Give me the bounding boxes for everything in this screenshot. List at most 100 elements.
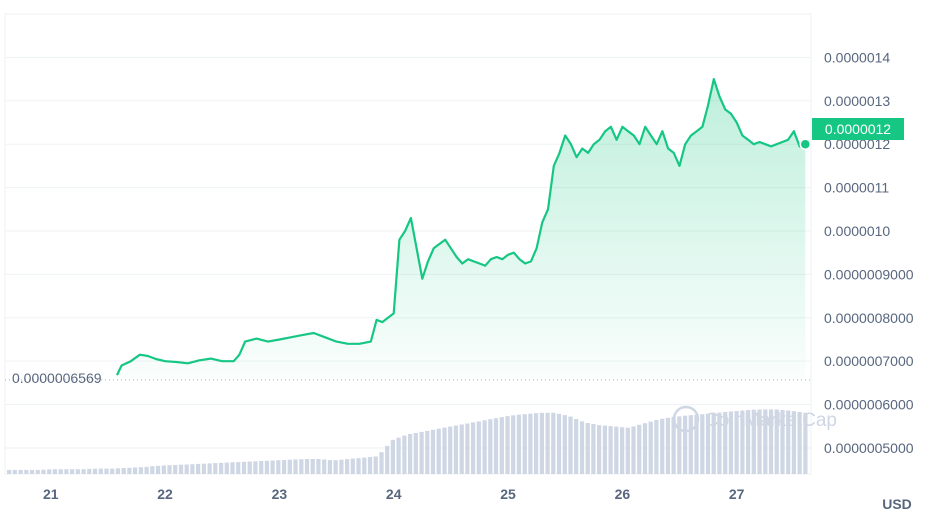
volume-bar <box>705 413 711 474</box>
volume-bar <box>642 423 648 474</box>
volume-bar <box>207 463 212 474</box>
volume-bar <box>774 409 779 474</box>
volume-bar <box>299 459 304 474</box>
volume-bar <box>276 460 281 474</box>
volume-bar <box>654 420 659 474</box>
x-axis: 21 22 23 24 25 26 27 <box>43 486 745 502</box>
volume-bar <box>24 469 29 474</box>
volume-bar <box>688 415 693 474</box>
volume-bar <box>98 468 103 474</box>
volume-bar <box>568 416 573 474</box>
volume-bar <box>660 418 665 474</box>
volume-bar <box>471 422 476 474</box>
volume-bar <box>648 421 653 474</box>
open-price-label: 0.0000006569 <box>12 370 102 386</box>
volume-bar <box>803 412 808 474</box>
volume-bar <box>528 413 533 474</box>
volume-bar <box>505 416 510 474</box>
volume-bar <box>751 409 756 474</box>
volume-bar <box>133 467 138 474</box>
volume-bar <box>144 466 149 474</box>
volume-bar <box>419 431 424 474</box>
volume-bar <box>253 461 258 474</box>
y-tick-label: 0.0000006000 <box>824 397 914 413</box>
volume-bar <box>585 423 590 474</box>
volume-bar <box>591 424 596 474</box>
volume-bar <box>115 468 121 474</box>
volume-bar <box>282 460 287 474</box>
x-tick-label: 21 <box>43 486 59 502</box>
y-tick-label: 0.0000011 <box>824 180 889 196</box>
x-tick-label: 27 <box>729 486 745 502</box>
volume-bar <box>47 469 52 474</box>
volume-bar <box>390 439 396 474</box>
volume-bar <box>322 459 327 474</box>
volume-bar <box>488 419 493 474</box>
volume-bar <box>196 463 201 474</box>
price-area <box>117 79 806 380</box>
currency-label: USD <box>882 496 912 512</box>
volume-bar <box>184 464 189 474</box>
volume-bar <box>453 425 459 474</box>
volume-bar <box>671 416 676 474</box>
volume-bar <box>396 437 401 474</box>
x-tick-label: 26 <box>615 486 631 502</box>
volume-bar <box>52 469 58 474</box>
volume-bar <box>327 460 333 474</box>
volume-bar <box>763 409 768 474</box>
volume-bar <box>791 411 797 474</box>
volume-bar <box>694 414 699 474</box>
volume-bar <box>356 458 361 474</box>
volume-bar <box>768 409 774 474</box>
volume-bar <box>579 421 585 474</box>
volume-bar <box>499 417 504 474</box>
volume-bar <box>700 414 705 474</box>
volume-bar <box>786 410 791 474</box>
volume-bar <box>597 425 602 474</box>
volume-bar <box>178 464 184 474</box>
volume-bar <box>522 414 527 474</box>
volume-bar <box>728 411 734 474</box>
volume-bar <box>430 429 436 474</box>
volume-bar <box>385 445 390 474</box>
volume-bar <box>620 427 625 474</box>
volume-bar <box>562 415 567 474</box>
volume-bar <box>127 467 132 474</box>
volume-bar <box>379 452 384 474</box>
y-tick-label: 0.0000012 <box>824 136 890 152</box>
current-price-dot <box>799 138 812 150</box>
y-tick-label: 0.0000014 <box>824 49 890 65</box>
volume-bar <box>516 414 522 474</box>
volume-bar <box>459 424 464 474</box>
volume-bar <box>304 459 310 474</box>
volume-bar <box>41 469 46 474</box>
x-tick-label: 22 <box>157 486 173 502</box>
y-tick-label: 0.0000008000 <box>824 310 914 326</box>
volume-bar <box>723 412 728 474</box>
volume-bar <box>367 457 373 474</box>
volume-bar <box>264 460 270 474</box>
volume-bar <box>270 460 275 474</box>
volume-bar <box>310 459 315 474</box>
volume-bar <box>230 462 235 474</box>
volume-bar <box>711 413 716 474</box>
volume-bar <box>493 418 499 474</box>
volume-bar <box>70 469 75 474</box>
volume-bar <box>614 426 619 474</box>
volume-bar <box>241 461 247 474</box>
volume-bar <box>373 456 378 474</box>
volume-bar <box>534 413 539 474</box>
watermark: CoinMarketCap <box>672 405 837 433</box>
volume-bar <box>87 468 92 474</box>
y-tick-label: 0.0000013 <box>824 93 890 109</box>
volume-bar <box>797 412 802 474</box>
volume-bar <box>224 462 229 474</box>
volume-bar <box>293 459 298 474</box>
volume-bar <box>413 433 418 474</box>
volume-bar <box>448 426 453 474</box>
volume-bar <box>436 428 441 474</box>
volume-bar <box>167 465 172 474</box>
volume-bar <box>717 412 722 474</box>
watermark-text: CoinMarketCap <box>705 410 837 431</box>
